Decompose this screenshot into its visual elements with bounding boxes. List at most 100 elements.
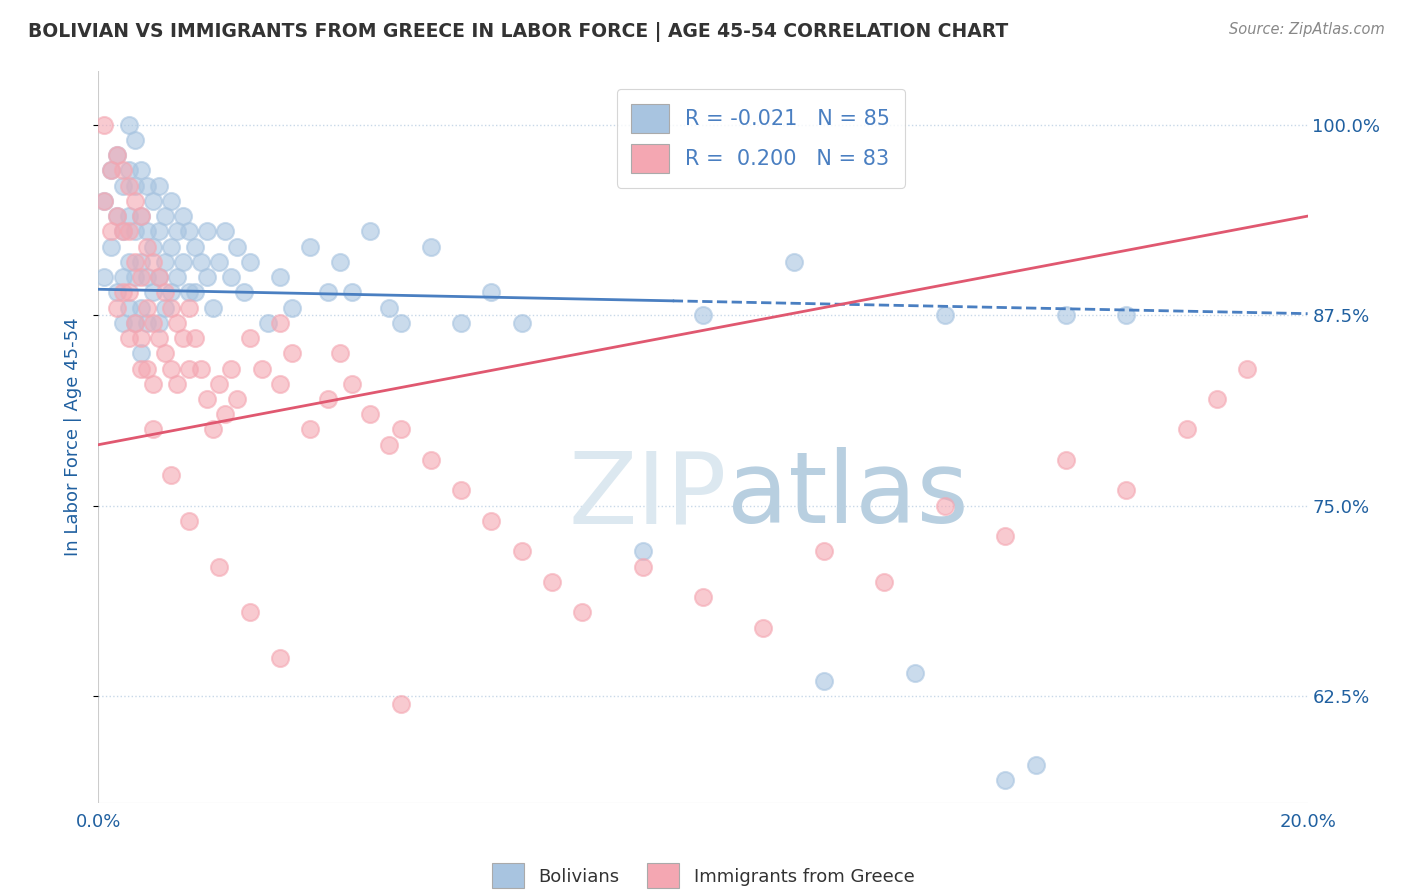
Point [752,621,775,635]
Point [190,361,212,376]
Point [148,270,170,285]
Legend: Bolivians, Immigrants from Greece: Bolivians, Immigrants from Greece [484,855,922,892]
Point [389,697,412,711]
Point [124,178,146,193]
Point [142,316,165,330]
Point [124,255,146,269]
Point [148,331,170,345]
Point [179,285,201,300]
Point [118,224,141,238]
Point [299,422,322,436]
Point [124,316,146,330]
Point [148,224,170,238]
Point [239,605,262,619]
Point [166,224,188,238]
Point [510,544,533,558]
Point [190,255,212,269]
Point [1115,308,1137,322]
Point [135,239,157,253]
Point [202,301,225,315]
Point [481,514,503,528]
Text: Source: ZipAtlas.com: Source: ZipAtlas.com [1229,22,1385,37]
Point [342,376,364,391]
Point [208,376,231,391]
Point [129,209,152,223]
Point [124,224,146,238]
Point [214,407,236,421]
Point [172,255,194,269]
Point [813,544,835,558]
Point [316,285,339,300]
Point [342,285,364,300]
Point [172,209,194,223]
Point [153,255,176,269]
Point [239,331,262,345]
Point [631,544,654,558]
Point [111,224,134,238]
Point [179,224,201,238]
Point [129,255,152,269]
Point [135,361,157,376]
Point [153,346,176,360]
Point [1206,392,1229,406]
Point [153,285,176,300]
Point [221,270,243,285]
Point [129,270,152,285]
Point [118,301,141,315]
Point [93,194,115,208]
Text: atlas: atlas [727,447,969,544]
Point [153,209,176,223]
Point [135,178,157,193]
Point [208,559,231,574]
Point [105,148,128,162]
Point [994,529,1017,543]
Point [160,194,183,208]
Point [1115,483,1137,498]
Point [129,361,152,376]
Point [160,285,183,300]
Point [179,514,201,528]
Point [221,361,243,376]
Point [1024,757,1046,772]
Point [195,270,218,285]
Point [111,224,134,238]
Point [135,224,157,238]
Point [135,316,157,330]
Point [281,301,304,315]
Point [135,270,157,285]
Point [111,163,134,178]
Point [118,331,141,345]
Point [214,224,236,238]
Point [1054,308,1077,322]
Point [153,301,176,315]
Point [389,422,412,436]
Point [111,178,134,193]
Point [226,239,249,253]
Point [329,346,352,360]
Point [160,361,183,376]
Text: BOLIVIAN VS IMMIGRANTS FROM GREECE IN LABOR FORCE | AGE 45-54 CORRELATION CHART: BOLIVIAN VS IMMIGRANTS FROM GREECE IN LA… [28,22,1008,42]
Point [111,285,134,300]
Point [142,255,165,269]
Point [994,772,1017,787]
Point [239,255,262,269]
Point [450,316,472,330]
Point [148,270,170,285]
Point [118,255,141,269]
Point [124,316,146,330]
Point [631,559,654,574]
Point [934,499,956,513]
Point [129,331,152,345]
Point [129,301,152,315]
Point [129,346,152,360]
Point [299,239,322,253]
Point [571,605,593,619]
Point [692,308,714,322]
Point [148,316,170,330]
Point [111,316,134,330]
Point [269,376,291,391]
Point [904,666,927,681]
Point [377,438,399,452]
Point [93,118,115,132]
Point [118,118,141,132]
